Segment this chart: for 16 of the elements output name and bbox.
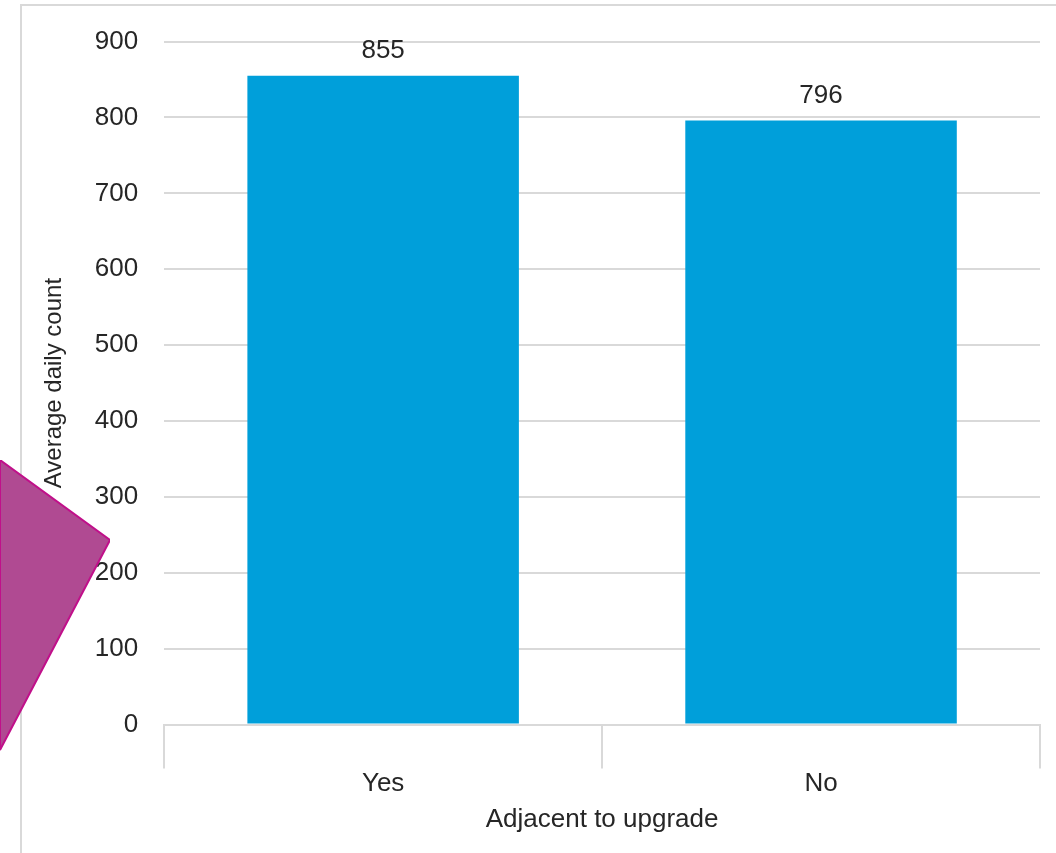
y-tick-label: 200 [94,555,139,586]
data-label: 855 [361,33,405,64]
y-tick-label: 100 [94,631,139,662]
x-tick-label: Yes [361,767,405,798]
y-tick-label: 0 [123,707,139,738]
data-label: 796 [799,78,843,109]
y-tick-label: 900 [94,24,139,55]
y-tick-label: 500 [94,328,139,359]
y-tick-label: 400 [94,404,139,435]
y-tick-label: 300 [94,480,139,511]
x-tick-label: No [804,767,838,798]
y-axis-title: Average daily count [39,277,67,489]
x-axis-title: Adjacent to upgrade [485,802,719,833]
y-tick-label: 600 [94,252,139,283]
y-tick-label: 700 [94,176,139,207]
y-tick-label: 800 [94,100,139,131]
